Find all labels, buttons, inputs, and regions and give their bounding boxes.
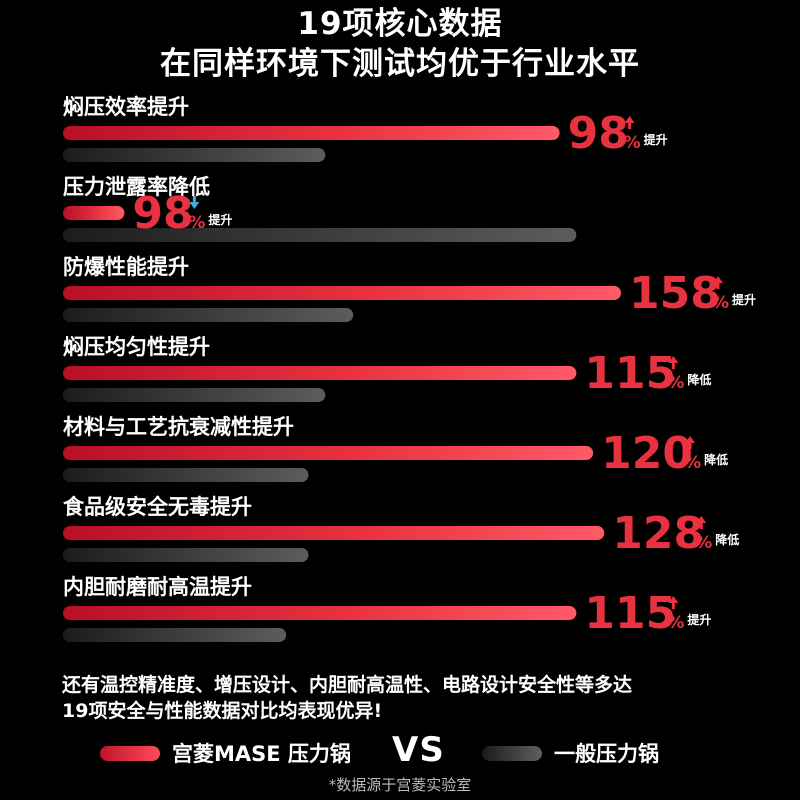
unit-label: % [712, 293, 729, 313]
row-label: 防爆性能提升 [63, 255, 189, 279]
change-label: 降低 [704, 452, 728, 467]
legend-brand-swatch [100, 745, 160, 761]
value-label: 120 [601, 428, 693, 479]
change-label: 提升 [208, 212, 232, 227]
arrow-up-icon [696, 516, 707, 529]
brand-bar [63, 366, 577, 380]
generic-bar [63, 308, 354, 322]
legend-generic: 一般压力锅 [482, 738, 659, 768]
value-label: 158 [629, 268, 721, 319]
generic-bar [63, 628, 287, 642]
change-label: 提升 [732, 292, 756, 307]
arrow-down-icon [189, 196, 200, 209]
generic-bar [63, 468, 309, 482]
generic-bar [63, 148, 326, 162]
change-label: 降低 [715, 532, 739, 547]
arrow-up-icon [668, 356, 679, 369]
generic-bar [63, 228, 577, 242]
value-label: 98 [568, 108, 629, 159]
row-label: 焖压效率提升 [63, 95, 189, 119]
value-label: 115 [584, 348, 676, 399]
brand-bar [63, 446, 594, 460]
arrow-up-icon [668, 596, 679, 609]
value-label: 128 [612, 508, 704, 559]
unit-label: % [695, 533, 712, 553]
legend-generic-swatch [482, 745, 542, 761]
arrow-up-icon [713, 276, 723, 289]
unit-label: % [624, 133, 641, 153]
generic-bar [63, 388, 326, 402]
legend-brand-label: 宫菱MASE 压力锅 [172, 742, 351, 766]
unit-label: % [188, 213, 205, 233]
value-label: 98 [132, 188, 193, 239]
value-label: 115 [584, 588, 676, 639]
brand-bar [63, 286, 621, 300]
arrow-up-icon [685, 436, 696, 449]
unit-label: % [667, 373, 684, 393]
unit-label: % [667, 613, 684, 633]
legend-vs: VS [392, 730, 445, 770]
footnote-line2: 19项安全与性能数据对比均表现优异! [62, 700, 383, 722]
row-label: 焖压均匀性提升 [63, 335, 210, 359]
change-label: 提升 [644, 132, 668, 147]
unit-label: % [684, 453, 701, 473]
brand-bar [63, 526, 605, 540]
footnote-line1: 还有温控精准度、增压设计、内胆耐高温性、电路设计安全性等多达 [62, 674, 633, 696]
brand-bar [63, 206, 125, 220]
generic-bar [63, 548, 309, 562]
legend-generic-label: 一般压力锅 [554, 742, 659, 766]
row-label: 材料与工艺抗衰减性提升 [63, 415, 294, 439]
legend-brand: 宫菱MASE 压力锅 [100, 738, 351, 768]
chart-title-line1: 19项核心数据 [297, 6, 503, 42]
change-label: 降低 [687, 372, 711, 387]
data-source-note: *数据源于宫菱实验室 [328, 776, 472, 794]
row-label: 食品级安全无毒提升 [63, 495, 252, 519]
brand-bar [63, 126, 560, 140]
chart-title-line2: 在同样环境下测试均优于行业水平 [160, 46, 640, 82]
row-label: 内胆耐磨耐高温提升 [63, 575, 252, 599]
change-label: 提升 [687, 612, 711, 627]
brand-bar [63, 606, 577, 620]
arrow-up-icon [624, 116, 635, 129]
row-label: 压力泄露率降低 [63, 175, 210, 199]
